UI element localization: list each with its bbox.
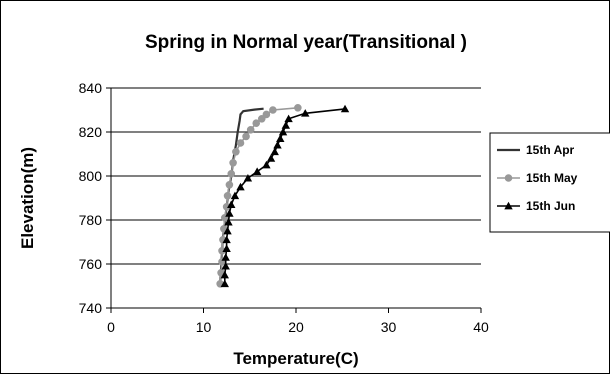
legend-items: 15th Apr 15th May 15th Jun (497, 143, 578, 213)
data-point (301, 109, 310, 117)
data-point (220, 270, 229, 279)
data-point (242, 132, 250, 141)
data-point (262, 160, 271, 169)
y-tick-label: 780 (79, 212, 103, 228)
data-point (266, 154, 276, 162)
y-tick-labels: 740 760 780 800 820 840 (79, 80, 111, 316)
data-point (284, 114, 293, 123)
legend-label: 15th May (526, 171, 578, 185)
data-point (273, 141, 282, 149)
y-tick-label: 740 (79, 300, 103, 316)
legend-label: 15th Apr (526, 143, 575, 157)
data-point (340, 104, 350, 113)
data-point (243, 174, 253, 182)
data-point (222, 235, 231, 244)
plot-area (216, 104, 350, 288)
data-point (262, 110, 271, 119)
data-point (294, 104, 302, 112)
data-point (227, 200, 236, 208)
data-point (252, 119, 261, 127)
x-tick-label: 30 (381, 319, 397, 335)
data-point (236, 182, 245, 191)
chart-title: Spring in Normal year(Transitional ) (145, 32, 467, 53)
data-point (223, 192, 232, 200)
x-tick-labels: 0 10 20 30 40 (107, 308, 489, 335)
legend-swatch-marker (504, 201, 513, 210)
x-tick-label: 20 (288, 319, 304, 335)
data-point (230, 191, 240, 200)
data-point (224, 218, 233, 226)
data-point (270, 147, 279, 156)
data-point (269, 106, 277, 114)
legend-label: 15th Jun (526, 199, 575, 213)
data-point (220, 279, 229, 288)
data-point (236, 139, 245, 147)
data-point (252, 167, 262, 175)
x-axis-title: Temperature(C) (233, 349, 358, 368)
data-point (278, 127, 288, 136)
y-tick-label: 840 (79, 80, 103, 96)
data-point (276, 134, 285, 142)
legend-swatch-marker (504, 174, 513, 182)
data-point (257, 115, 266, 123)
data-point (223, 226, 232, 235)
x-tick-label: 0 (107, 319, 115, 335)
series-15th-jun (220, 104, 350, 288)
y-axis-title: Elevation(m) (18, 147, 37, 249)
data-point (225, 181, 234, 189)
legend: 15th Apr 15th May 15th Jun (489, 132, 610, 233)
data-point (221, 253, 230, 261)
x-tick-label: 10 (196, 319, 212, 335)
y-tick-label: 820 (79, 124, 103, 140)
data-point (246, 126, 255, 134)
data-point (229, 159, 237, 167)
data-point (232, 148, 240, 156)
data-point (222, 244, 231, 252)
y-tick-label: 760 (79, 256, 103, 272)
data-point (227, 170, 236, 178)
data-point (221, 262, 230, 270)
data-point (225, 209, 234, 217)
y-tick-label: 800 (79, 168, 103, 184)
grid-lines (111, 87, 481, 265)
data-point (281, 121, 291, 129)
x-tick-label: 40 (473, 319, 489, 335)
